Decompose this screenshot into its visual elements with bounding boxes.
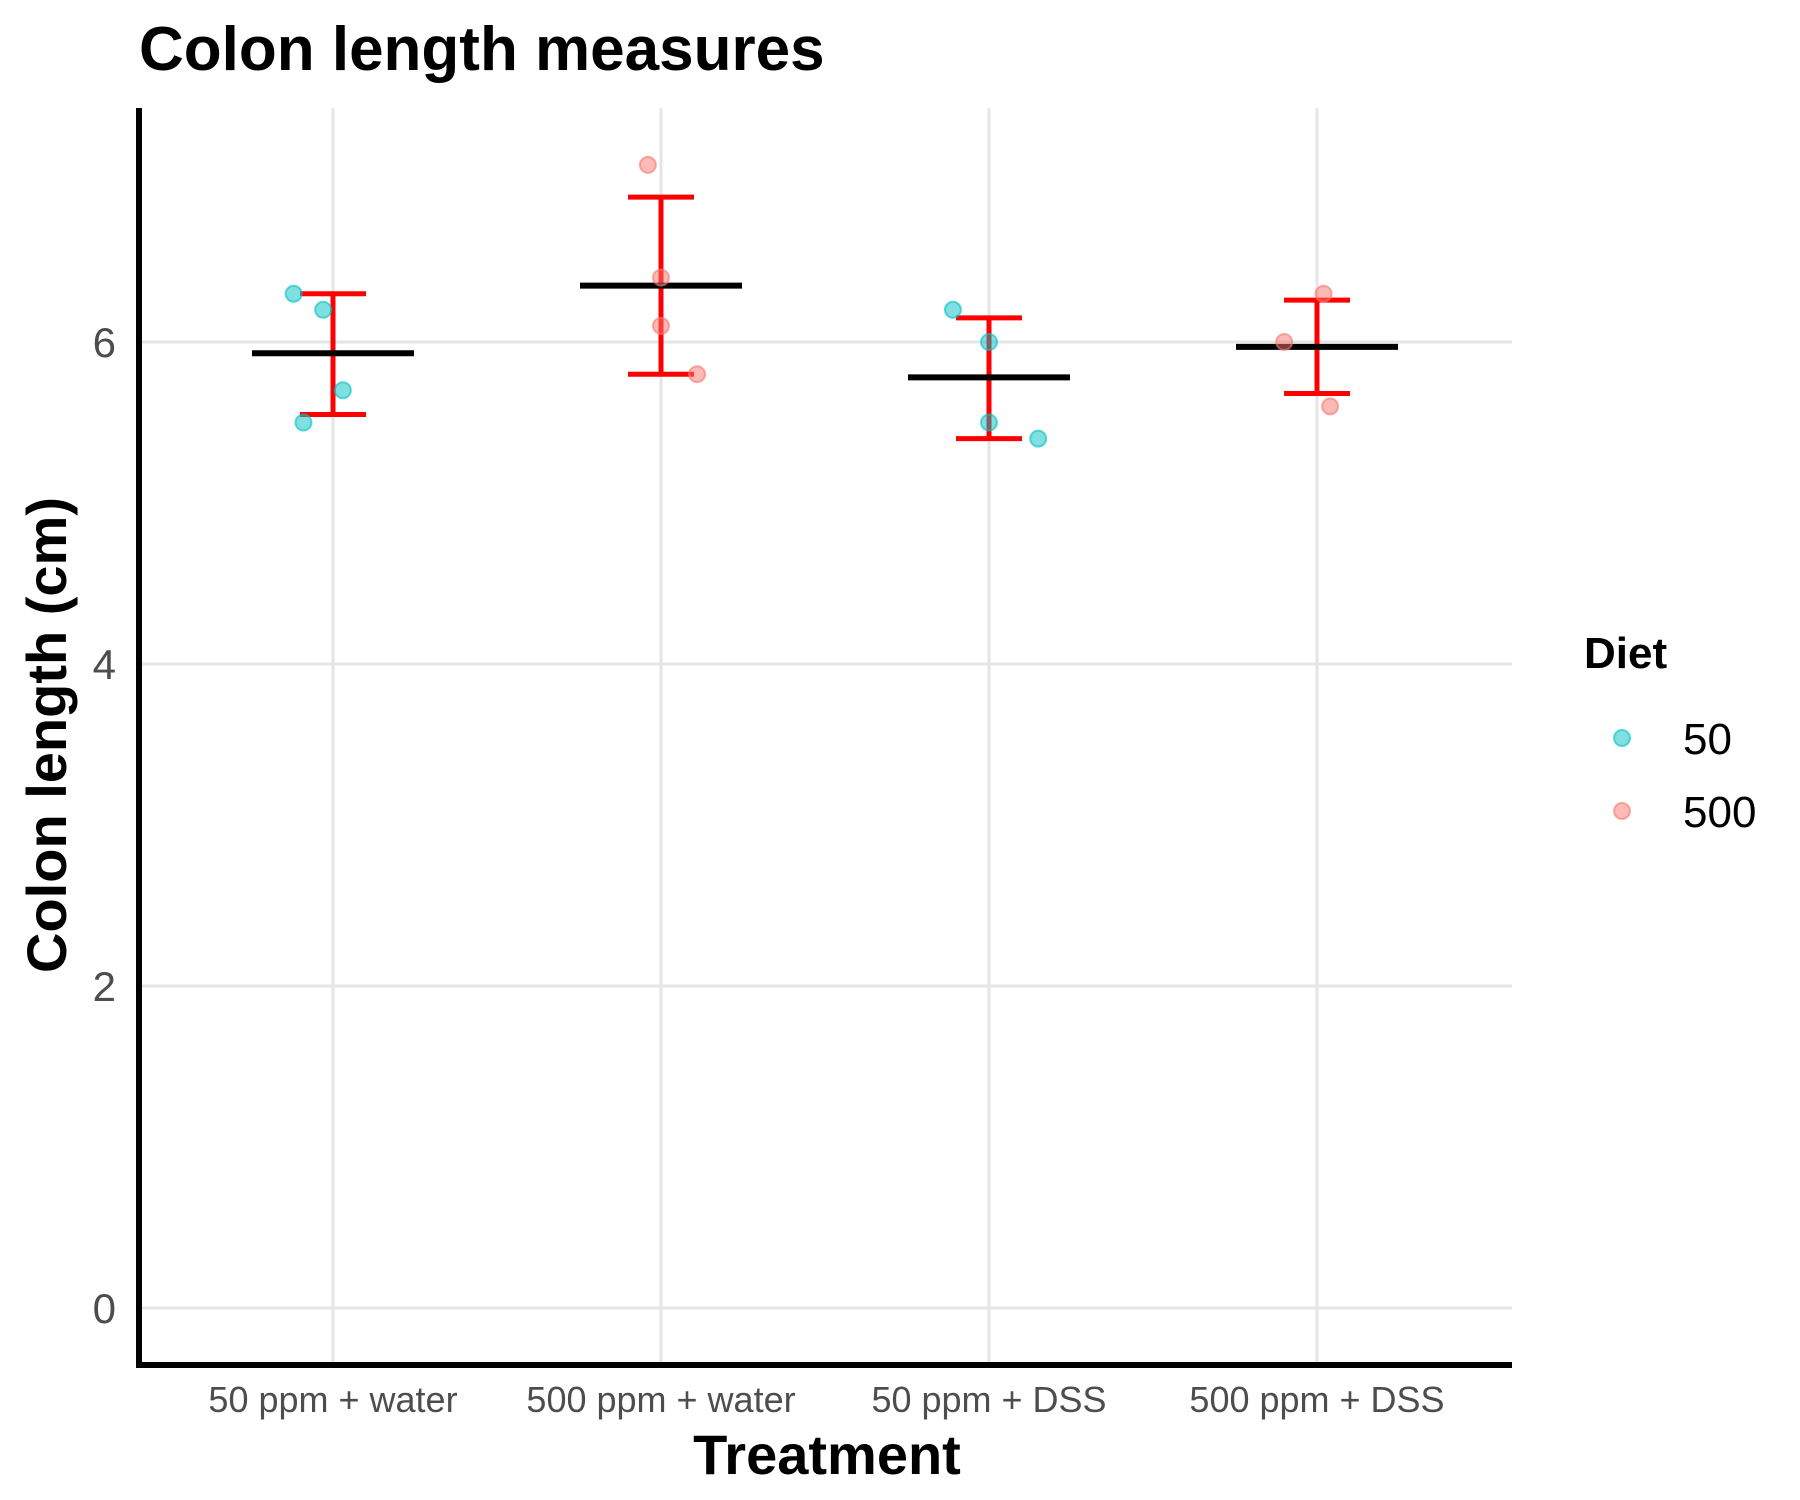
axes [136,108,1512,1368]
chart-title: Colon length measures [139,15,825,84]
legend-key [1613,729,1631,747]
data-point [652,268,670,287]
y-tick-label: 6 [93,319,116,366]
x-tick-label: 50 ppm + water [208,1379,457,1420]
y-tick-label: 2 [93,963,116,1010]
data-point [688,365,707,384]
data-point [652,316,670,335]
legend-label: 500 [1683,788,1756,837]
mean-lines [252,282,1398,381]
x-tick-label: 50 ppm + DSS [871,1379,1106,1420]
y-tick-label: 4 [93,641,116,688]
data-point [284,284,303,303]
data-point [980,413,998,432]
data-point [1029,429,1048,448]
x-tick-label: 500 ppm + water [526,1379,795,1420]
y-axis-title: Colon length (cm) [15,497,78,973]
data-point [943,300,962,319]
data-point [1314,284,1333,303]
x-tick-label: 500 ppm + DSS [1189,1379,1444,1420]
legend-label: 50 [1683,715,1732,764]
y-tick-label: 0 [93,1285,116,1332]
error-bars [300,194,1350,442]
data-point [1321,397,1340,416]
legend-title: Diet [1584,629,1667,678]
data-points [284,155,1340,448]
data-point [314,300,333,319]
data-point [294,413,313,432]
x-tick-labels: 50 ppm + water 500 ppm + water 50 ppm + DS… [208,1379,1444,1420]
data-point [1275,333,1294,351]
legend-entry: 500 [1613,788,1756,837]
grid [139,108,1512,1365]
data-point [333,381,352,400]
legend-key [1613,802,1631,820]
legend-entry: 50 [1613,715,1732,764]
y-tick-labels: 0 2 4 6 [93,319,116,1332]
data-point [980,333,998,351]
x-axis-title: Treatment [693,1423,961,1486]
data-point [638,155,657,174]
